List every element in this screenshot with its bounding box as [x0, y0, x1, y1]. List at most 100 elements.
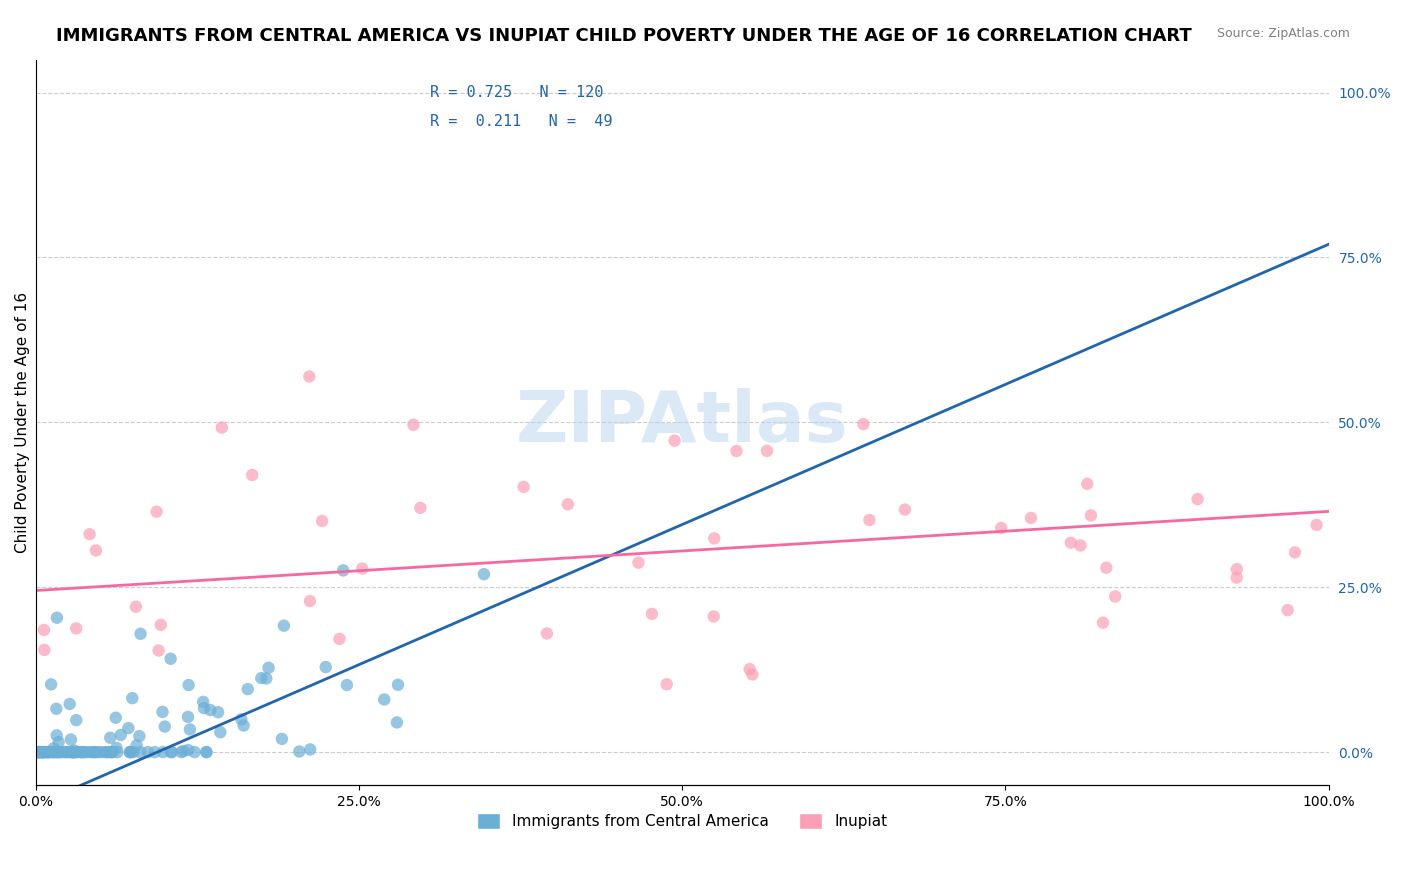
Immigrants from Central America [27, 745, 49, 759]
Immigrants from Central America [193, 701, 215, 715]
Inupiat [1187, 492, 1209, 507]
Immigrants from Central America [385, 715, 408, 730]
Immigrants from Central America [107, 745, 129, 759]
Inupiat [627, 556, 650, 570]
Immigrants from Central America [122, 745, 145, 759]
Inupiat [536, 626, 558, 640]
Immigrants from Central America [101, 745, 124, 759]
Immigrants from Central America [65, 713, 87, 727]
Immigrants from Central America [332, 563, 354, 577]
Inupiat [65, 621, 87, 635]
Immigrants from Central America [72, 745, 94, 759]
Inupiat [852, 417, 875, 431]
Legend: Immigrants from Central America, Inupiat: Immigrants from Central America, Inupiat [471, 807, 894, 836]
Immigrants from Central America [270, 731, 292, 746]
Inupiat [1069, 539, 1091, 553]
Immigrants from Central America [183, 745, 205, 759]
Immigrants from Central America [195, 745, 218, 759]
Inupiat [512, 480, 534, 494]
Immigrants from Central America [387, 678, 409, 692]
Immigrants from Central America [82, 745, 104, 759]
Immigrants from Central America [32, 745, 55, 759]
Immigrants from Central America [38, 745, 60, 759]
Immigrants from Central America [60, 745, 83, 759]
Immigrants from Central America [31, 745, 53, 759]
Inupiat [298, 594, 321, 608]
Immigrants from Central America [105, 740, 128, 755]
Inupiat [741, 667, 763, 681]
Immigrants from Central America [39, 677, 62, 691]
Immigrants from Central America [73, 745, 96, 759]
Inupiat [1076, 476, 1098, 491]
Immigrants from Central America [63, 745, 86, 759]
Immigrants from Central America [79, 745, 101, 759]
Immigrants from Central America [232, 718, 254, 732]
Immigrants from Central America [152, 705, 174, 719]
Text: IMMIGRANTS FROM CENTRAL AMERICA VS INUPIAT CHILD POVERTY UNDER THE AGE OF 16 COR: IMMIGRANTS FROM CENTRAL AMERICA VS INUPI… [56, 27, 1192, 45]
Inupiat [894, 502, 917, 516]
Inupiat [1019, 511, 1042, 525]
Immigrants from Central America [195, 745, 218, 759]
Immigrants from Central America [152, 745, 174, 759]
Immigrants from Central America [101, 745, 124, 759]
Immigrants from Central America [373, 692, 395, 706]
Y-axis label: Child Poverty Under the Age of 16: Child Poverty Under the Age of 16 [15, 292, 30, 553]
Immigrants from Central America [60, 745, 83, 759]
Immigrants from Central America [45, 611, 67, 625]
Inupiat [409, 500, 432, 515]
Immigrants from Central America [94, 745, 117, 759]
Immigrants from Central America [125, 739, 148, 753]
Immigrants from Central America [51, 745, 73, 759]
Text: Source: ZipAtlas.com: Source: ZipAtlas.com [1216, 27, 1350, 40]
Inupiat [1226, 562, 1249, 576]
Immigrants from Central America [143, 745, 166, 759]
Immigrants from Central America [44, 745, 66, 759]
Immigrants from Central America [90, 745, 112, 759]
Inupiat [1277, 603, 1299, 617]
Immigrants from Central America [62, 745, 84, 759]
Immigrants from Central America [38, 745, 60, 759]
Inupiat [1305, 517, 1327, 532]
Immigrants from Central America [49, 745, 72, 759]
Inupiat [738, 662, 761, 676]
Immigrants from Central America [63, 745, 86, 759]
Immigrants from Central America [254, 672, 277, 686]
Inupiat [32, 623, 55, 637]
Inupiat [311, 514, 333, 528]
Immigrants from Central America [66, 745, 89, 759]
Immigrants from Central America [84, 745, 107, 759]
Immigrants from Central America [32, 745, 55, 759]
Immigrants from Central America [35, 745, 58, 759]
Immigrants from Central America [250, 671, 273, 685]
Inupiat [211, 420, 233, 434]
Immigrants from Central America [30, 745, 52, 759]
Immigrants from Central America [236, 682, 259, 697]
Immigrants from Central America [59, 732, 82, 747]
Immigrants from Central America [46, 745, 69, 759]
Inupiat [79, 527, 101, 541]
Immigrants from Central America [42, 745, 65, 759]
Immigrants from Central America [59, 697, 82, 711]
Immigrants from Central America [288, 744, 311, 758]
Immigrants from Central America [117, 721, 139, 735]
Immigrants from Central America [129, 745, 152, 759]
Immigrants from Central America [257, 661, 280, 675]
Immigrants from Central America [28, 745, 51, 759]
Immigrants from Central America [207, 705, 229, 719]
Immigrants from Central America [30, 745, 52, 759]
Text: R =  0.211   N =  49: R = 0.211 N = 49 [430, 114, 613, 129]
Immigrants from Central America [65, 745, 87, 759]
Immigrants from Central America [118, 745, 141, 759]
Immigrants from Central America [129, 627, 152, 641]
Inupiat [84, 543, 107, 558]
Immigrants from Central America [96, 745, 118, 759]
Immigrants from Central America [25, 745, 48, 759]
Immigrants from Central America [104, 711, 127, 725]
Immigrants from Central America [98, 745, 121, 759]
Immigrants from Central America [45, 702, 67, 716]
Inupiat [240, 468, 263, 483]
Immigrants from Central America [200, 703, 222, 717]
Inupiat [664, 434, 686, 448]
Text: ZIPAtlas: ZIPAtlas [516, 388, 848, 457]
Inupiat [1091, 615, 1114, 630]
